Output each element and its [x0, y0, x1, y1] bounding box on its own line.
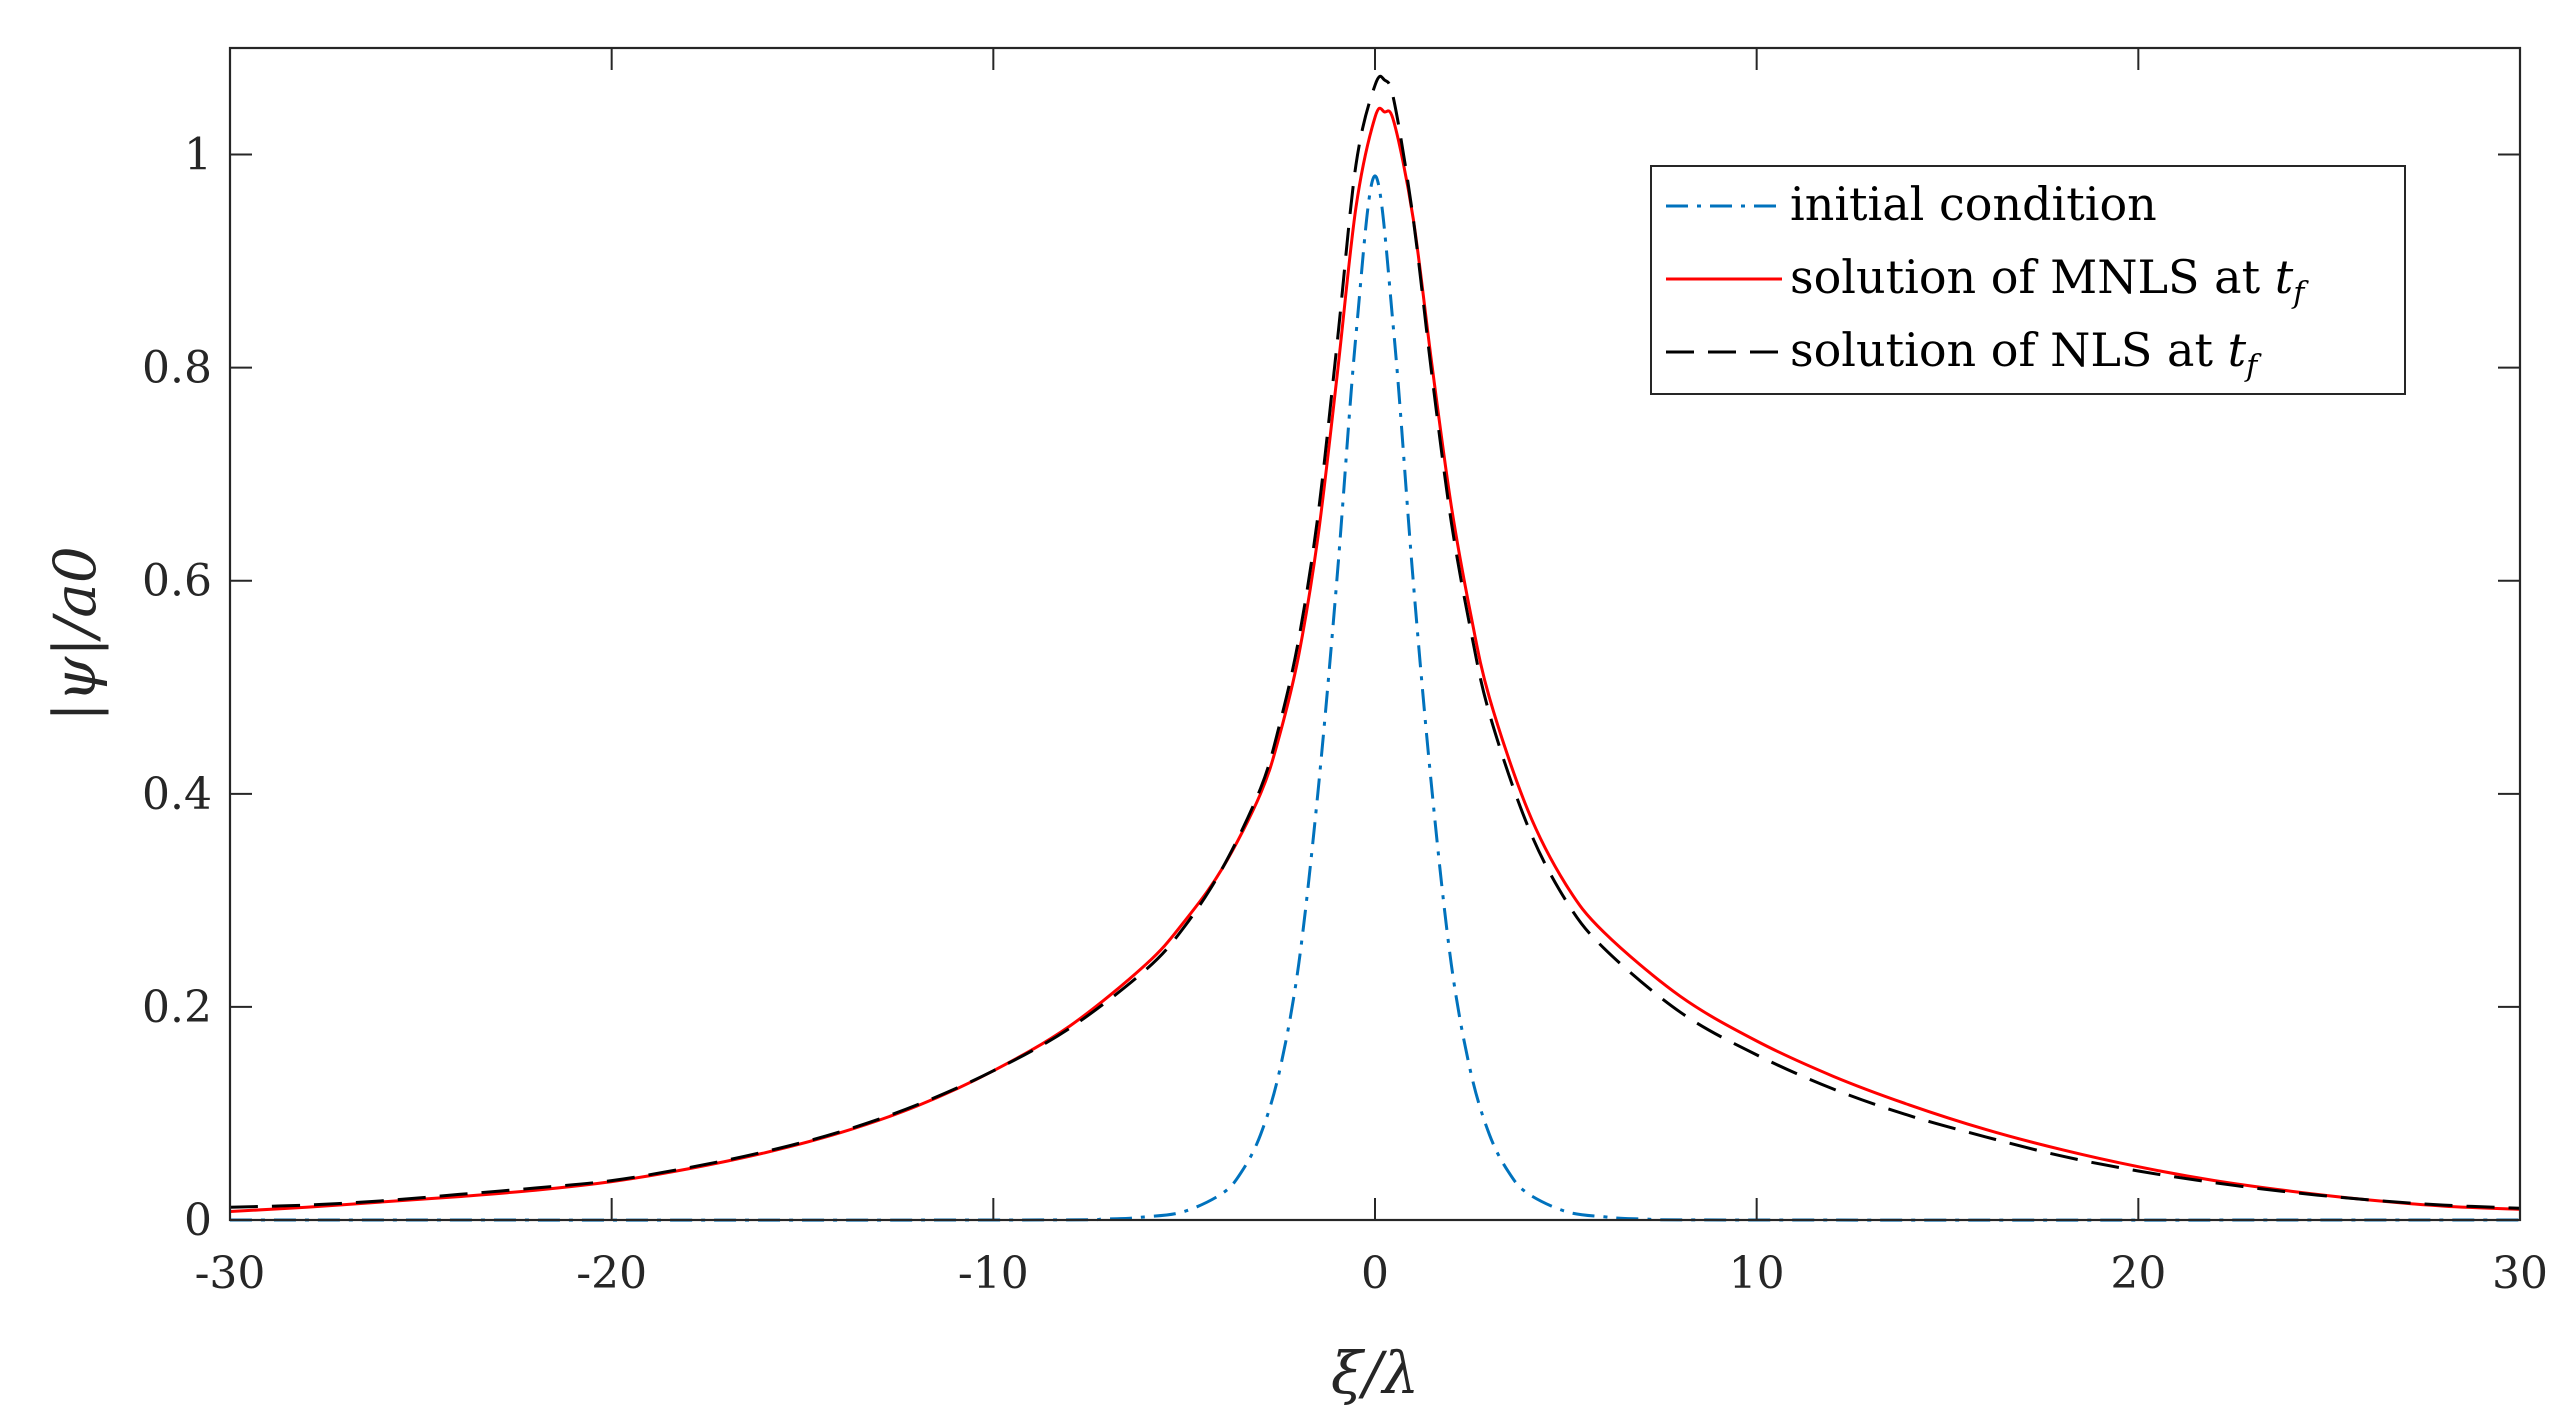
- y-axis-label: |ψ|/a0: [41, 546, 109, 722]
- series-layer: [229, 74, 2521, 1222]
- y-tick-label-0: 0: [184, 1195, 212, 1246]
- ticks-layer: [229, 48, 2521, 1221]
- y-tick-label-3: 0.6: [142, 556, 212, 607]
- y-tick-label-2: 0.4: [142, 769, 212, 820]
- x-tick-label-1: -20: [576, 1248, 647, 1299]
- x-tick-label-0: -30: [195, 1248, 266, 1299]
- legend-label-mnls: solution of MNLS at tf: [1790, 250, 2309, 311]
- legend-text-initial-condition: initial condition: [1790, 177, 2157, 231]
- x-tick-label-4: 10: [1729, 1248, 1785, 1299]
- y-tick-label-5: 1: [184, 130, 212, 181]
- x-tick-label-5: 20: [2110, 1248, 2166, 1299]
- legend-text-nls: solution of NLS at: [1790, 323, 2228, 377]
- legend-math-nls: t: [2228, 323, 2247, 377]
- tick-labels-layer: -30 -20 -10 0 10 20 30 0 0.2 0.4 0.6 0.8 1: [142, 130, 2548, 1299]
- x-tick-label-6: 30: [2492, 1248, 2548, 1299]
- x-axis-label: ξ/λ: [1331, 1339, 1419, 1407]
- y-tick-label-4: 0.8: [142, 343, 212, 394]
- series-line-initial-condition: [229, 174, 2521, 1222]
- x-tick-label-3: 0: [1361, 1248, 1389, 1299]
- x-tick-label-2: -10: [958, 1248, 1029, 1299]
- legend-text-mnls: solution of MNLS at: [1790, 250, 2275, 304]
- legend-math-mnls: t: [2275, 250, 2294, 304]
- y-tick-label-1: 0.2: [142, 982, 212, 1033]
- series-line-solution-of-nls-at-t-f: [229, 74, 2521, 1210]
- legend-label-nls: solution of NLS at tf: [1790, 323, 2262, 384]
- y-axis-label-group: |ψ|/a0: [41, 546, 109, 722]
- legend-label-initial-condition: initial condition: [1790, 177, 2157, 231]
- legend: initial condition solution of MNLS at tf…: [1650, 165, 2406, 395]
